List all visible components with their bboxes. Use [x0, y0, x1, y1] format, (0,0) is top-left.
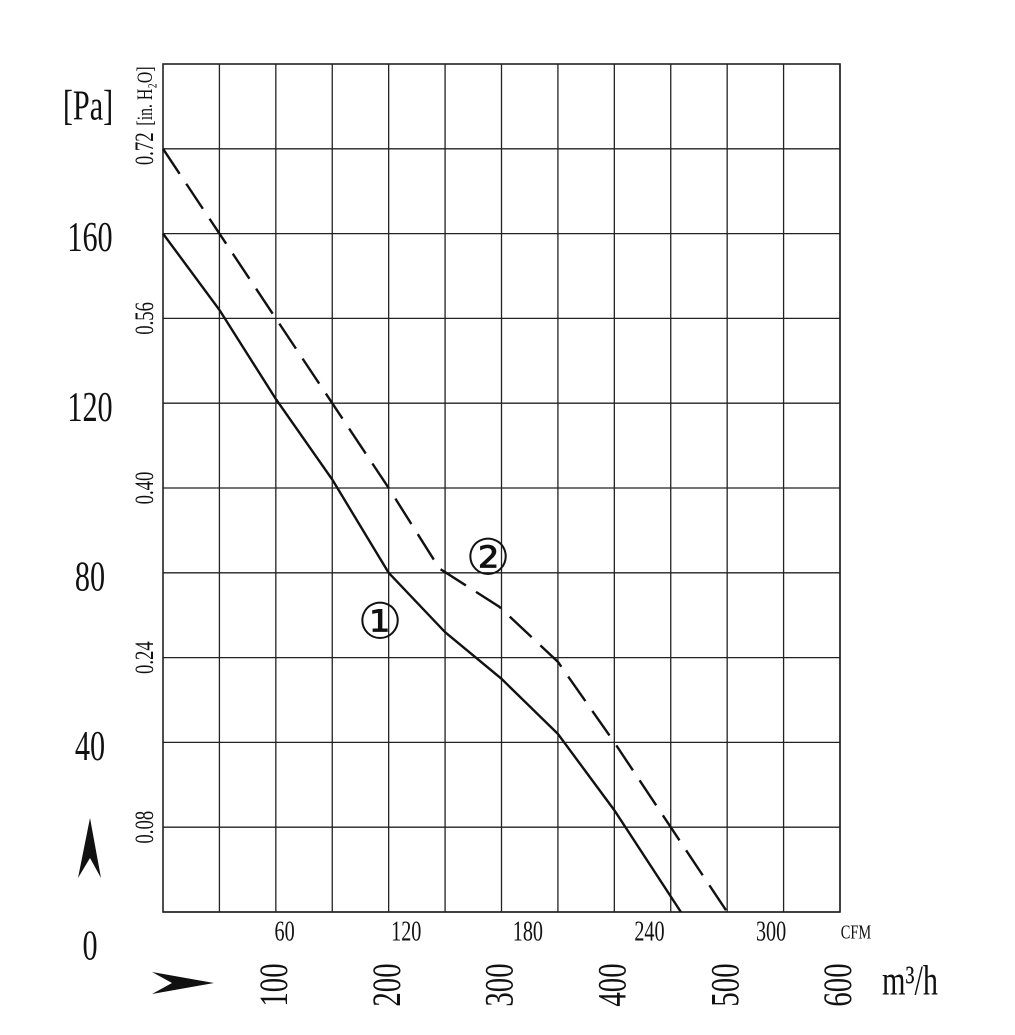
x2-tick-label: 240 [634, 916, 664, 947]
y-arrow [78, 818, 101, 878]
y2-tick-label: 0.56 [130, 302, 159, 335]
y2-tick-label: 0.72 [130, 132, 159, 165]
y-tick-label: 0 [82, 922, 97, 969]
y2-tick-label: 0.24 [130, 641, 159, 674]
x2-tick-label: 300 [756, 916, 786, 947]
curve [162, 232, 682, 913]
x2-tick-label: 180 [513, 916, 543, 947]
curve-label: ② [466, 529, 511, 585]
x2-tick-label: 120 [391, 916, 421, 947]
x-tick-label: 200 [364, 963, 409, 1006]
x-tick-label: 100 [251, 963, 296, 1006]
y2-axis-label: [in. H₂O] [134, 66, 158, 125]
y-axis-label: [Pa] [63, 82, 113, 129]
y-tick-label: 120 [67, 383, 112, 430]
x-arrow [152, 972, 214, 994]
y2-tick-label: 0.40 [130, 472, 159, 505]
y-tick-label: 40 [75, 722, 105, 769]
y-tick-label: 80 [75, 553, 105, 600]
x2-tick-label: 60 [275, 916, 295, 947]
x2-axis-label: CFM [841, 920, 871, 943]
x-tick-label: 600 [816, 963, 861, 1006]
y-tick-label: 160 [67, 213, 112, 260]
x-axis-label: m³/h [882, 957, 938, 1004]
x-tick-label: 500 [703, 963, 748, 1006]
curve [162, 148, 729, 913]
x-tick-label: 400 [590, 963, 635, 1006]
y2-tick-label: 0.08 [130, 811, 159, 844]
x-tick-label: 300 [477, 963, 522, 1006]
curve-label: ① [358, 593, 403, 649]
